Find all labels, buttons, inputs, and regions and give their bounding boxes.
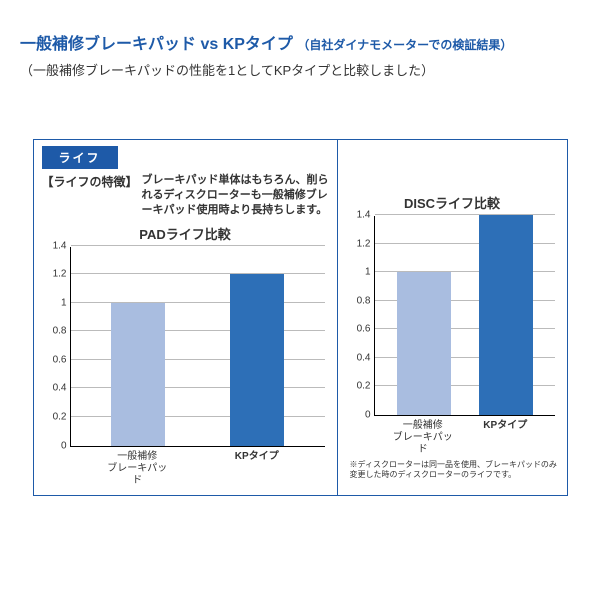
chart-right-plot: 00.20.40.60.811.21.4	[374, 216, 555, 416]
y-tick: 1.2	[43, 269, 67, 280]
y-tick: 1.4	[347, 210, 371, 221]
x-label: KPタイプ	[225, 451, 289, 487]
y-tick: 1.2	[347, 238, 371, 249]
y-tick: 0	[347, 410, 371, 421]
bar	[230, 274, 284, 445]
chart-right-xlabels: 一般補修ブレーキパッド KPタイプ	[374, 416, 555, 456]
y-tick: 0.8	[43, 326, 67, 337]
chart-right-footnote: ※ディスクローターは同一品を使用、ブレーキパッドのみ変更した時のディスクローター…	[346, 460, 559, 481]
y-tick: 1	[43, 297, 67, 308]
chart-left-xlabels: 一般補修ブレーキパッド KPタイプ	[70, 447, 325, 487]
chart-left-title: PADライフ比較	[42, 224, 329, 243]
chart-right-title: DISCライフ比較	[346, 193, 559, 212]
feature-label: 【ライフの特徴】	[42, 173, 138, 190]
feature-row: 【ライフの特徴】 ブレーキパッド単体はもちろん、削られるディスクローターも一般補…	[42, 173, 329, 218]
bar	[111, 303, 165, 446]
panel-disc-life: DISCライフ比較 00.20.40.60.811.21.4 一般補修ブレーキパ…	[338, 139, 568, 496]
y-tick: 0	[43, 440, 67, 451]
y-tick: 1	[347, 267, 371, 278]
y-tick: 0.6	[347, 324, 371, 335]
title-sub: （自社ダイナモメーターでの検証結果）	[297, 38, 512, 52]
y-tick: 0.8	[347, 295, 371, 306]
y-tick: 0.2	[43, 411, 67, 422]
panel-pad-life: ライフ 【ライフの特徴】 ブレーキパッド単体はもちろん、削られるディスクローター…	[33, 139, 338, 496]
x-label: 一般補修ブレーキパッド	[105, 451, 169, 487]
page-title-row: 一般補修ブレーキパッド vs KPタイプ （自社ダイナモメーターでの検証結果）	[20, 30, 580, 54]
y-tick: 0.4	[43, 383, 67, 394]
bar	[397, 272, 451, 415]
title-main: 一般補修ブレーキパッド vs KPタイプ	[20, 36, 293, 53]
section-tag: ライフ	[42, 146, 118, 169]
y-tick: 0.6	[43, 354, 67, 365]
page-subtitle: （一般補修ブレーキパッドの性能を1としてKPタイプと比較しました）	[20, 60, 580, 79]
y-tick: 0.4	[347, 352, 371, 363]
chart-right: 00.20.40.60.811.21.4	[374, 216, 555, 416]
y-tick: 0.2	[347, 381, 371, 392]
bar	[479, 215, 533, 415]
y-tick: 1.4	[43, 240, 67, 251]
x-label: 一般補修ブレーキパッド	[391, 420, 455, 456]
chart-left-plot: 00.20.40.60.811.21.4	[70, 247, 325, 447]
feature-text: ブレーキパッド単体はもちろん、削られるディスクローターも一般補修ブレーキパッド使…	[142, 173, 329, 218]
x-label: KPタイプ	[473, 420, 537, 456]
chart-panels: ライフ 【ライフの特徴】 ブレーキパッド単体はもちろん、削られるディスクローター…	[20, 139, 580, 496]
chart-left: 00.20.40.60.811.21.4	[70, 247, 325, 447]
